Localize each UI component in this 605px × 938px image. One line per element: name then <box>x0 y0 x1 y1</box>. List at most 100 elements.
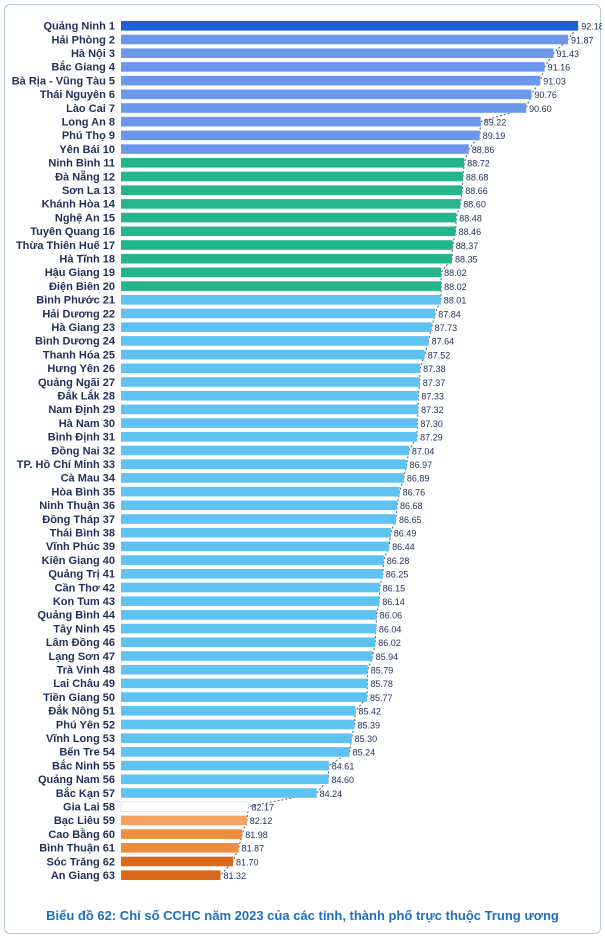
value-label: 88.72 <box>467 159 490 169</box>
bar <box>121 459 407 469</box>
bar <box>121 829 243 839</box>
value-label: 87.30 <box>420 419 443 429</box>
category-label: Yên Bái 10 <box>59 144 115 156</box>
category-label: Bắc Ninh 55 <box>52 759 115 772</box>
category-label: Phú Thọ 9 <box>62 130 115 142</box>
value-label: 87.29 <box>420 433 443 443</box>
bar <box>121 486 400 497</box>
bar <box>121 89 532 100</box>
value-label: 88.02 <box>444 282 467 292</box>
category-label: Đắk Lắk 28 <box>58 390 115 403</box>
value-label: 89.19 <box>483 131 506 141</box>
value-label: 87.64 <box>432 337 455 347</box>
bar <box>121 678 368 689</box>
bar <box>121 637 376 648</box>
bar <box>121 815 247 826</box>
bar <box>121 733 352 743</box>
value-label: 86.89 <box>407 474 430 484</box>
bar <box>121 774 329 785</box>
bar <box>121 569 383 579</box>
value-label: 86.68 <box>400 501 423 511</box>
category-label: Quảng Trị 41 <box>48 569 115 581</box>
category-label: Lạng Sơn 47 <box>49 651 116 663</box>
value-label: 85.24 <box>353 748 376 758</box>
category-label: Bình Phước 21 <box>36 295 115 307</box>
bar <box>121 610 377 620</box>
bar <box>121 582 380 593</box>
bar <box>121 199 461 209</box>
value-label: 88.48 <box>459 213 482 223</box>
value-label: 86.44 <box>392 542 415 552</box>
category-label: Nghệ An 15 <box>55 212 115 224</box>
category-label: Bình Dương 24 <box>35 336 116 348</box>
bar <box>121 158 465 168</box>
value-label: 86.97 <box>410 460 433 470</box>
value-label: 85.30 <box>355 734 378 744</box>
category-label: Quảng Ngãi 27 <box>38 377 115 389</box>
category-label: Trà Vinh 48 <box>57 665 116 677</box>
category-label: Đà Nẵng 12 <box>55 170 115 183</box>
bar <box>121 308 436 319</box>
category-label: Hà Tĩnh 18 <box>59 254 115 266</box>
bar <box>121 747 350 757</box>
value-label: 87.38 <box>423 364 446 374</box>
value-label: 85.42 <box>359 707 382 717</box>
bar <box>121 240 453 250</box>
value-label: 88.37 <box>456 241 479 251</box>
bar <box>121 185 463 195</box>
category-label: Sóc Trăng 62 <box>47 856 115 868</box>
value-label: 81.32 <box>224 871 247 881</box>
value-label: 86.02 <box>378 638 401 648</box>
category-label: Cao Bằng 60 <box>48 828 115 841</box>
category-label: Khánh Hòa 14 <box>42 199 116 211</box>
value-label: 82.12 <box>250 816 273 826</box>
value-label: 84.61 <box>332 761 355 771</box>
bar <box>121 856 233 867</box>
value-label: 89.22 <box>484 118 507 128</box>
bar <box>121 541 390 552</box>
category-label: Cà Mau 34 <box>61 473 116 485</box>
bar <box>121 664 368 675</box>
category-label: Thái Nguyên 6 <box>40 89 115 101</box>
value-label: 85.79 <box>371 666 394 676</box>
category-label: Hòa Bình 35 <box>51 486 115 498</box>
category-label: Lào Cai 7 <box>66 103 115 115</box>
value-label: 87.33 <box>421 392 444 402</box>
bar <box>121 596 380 606</box>
value-label: 86.65 <box>399 515 422 525</box>
category-label: Phú Yên 52 <box>56 719 115 731</box>
bar <box>121 719 355 730</box>
value-label: 91.87 <box>571 35 594 45</box>
value-label: 84.60 <box>332 775 355 785</box>
bar <box>121 62 545 72</box>
value-label: 86.15 <box>383 583 406 593</box>
value-label: 91.16 <box>548 63 571 73</box>
category-label: Hải Phòng 2 <box>51 34 115 46</box>
bar <box>121 514 396 524</box>
bar <box>121 130 480 141</box>
category-label: TP. Hồ Chí Minh 33 <box>17 459 115 471</box>
bar <box>121 404 419 415</box>
bar <box>121 212 457 223</box>
bar <box>121 500 397 511</box>
category-label: Ninh Thuận 36 <box>39 500 115 512</box>
bar <box>121 116 481 127</box>
value-label: 87.84 <box>438 309 461 319</box>
value-label: 88.68 <box>466 172 489 182</box>
value-label: 86.06 <box>380 611 403 621</box>
value-label: 92.18 <box>581 22 602 32</box>
value-label: 81.70 <box>236 857 259 867</box>
value-label: 88.66 <box>465 186 488 196</box>
category-label: Vĩnh Phúc 39 <box>46 541 115 553</box>
value-label: 86.04 <box>379 624 402 634</box>
category-label: Bình Thuận 61 <box>39 843 115 855</box>
value-label: 87.73 <box>435 323 458 333</box>
bar <box>121 377 420 387</box>
chart-title: Biểu đồ 62: Chỉ số CCHC năm 2023 của các… <box>46 908 559 923</box>
category-label: Hưng Yên 26 <box>47 363 115 375</box>
value-label: 86.28 <box>387 556 410 566</box>
value-label: 91.43 <box>557 49 580 59</box>
category-label: Bắc Kạn 57 <box>56 787 115 800</box>
bar <box>121 555 384 565</box>
category-label: Long An 8 <box>62 117 115 129</box>
